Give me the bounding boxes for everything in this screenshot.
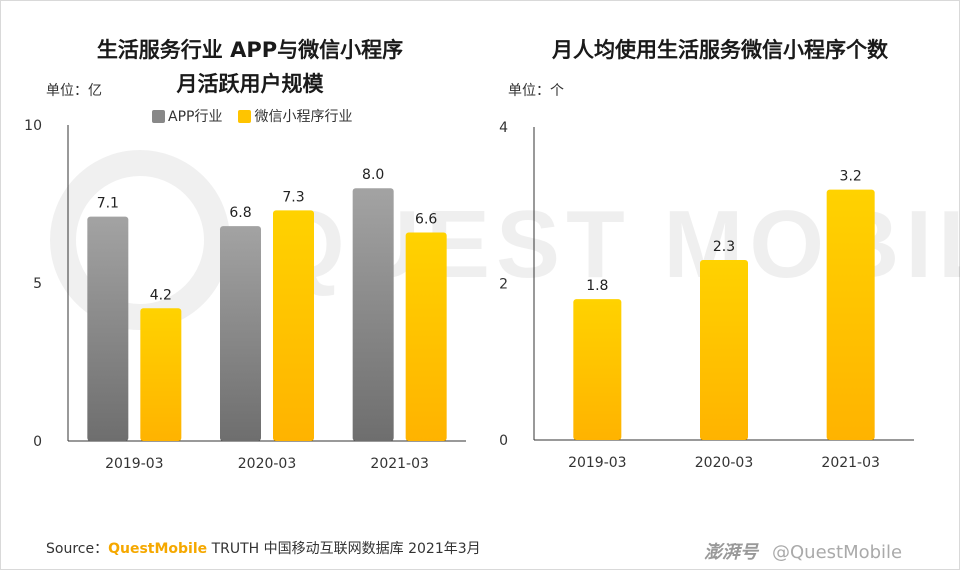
data-label: 6.8 [229,205,251,221]
chart2-y-tick: 2 [499,277,508,293]
credit: 澎湃号 @QuestMobile [704,538,902,564]
chart2-x-tick: 2021-03 [821,455,880,471]
bar-miniprogram-2020-03 [700,260,748,440]
legend-item-miniprogram: 微信小程序行业 [238,106,352,126]
legend-item-app: APP行业 [152,106,222,126]
bar-miniprogram-2021-03 [826,189,875,440]
bar-miniprogram-2021-03 [405,232,447,441]
chart1-x-tick: 2019-03 [105,456,164,472]
chart1-unit-label: 单位：亿 [46,83,102,99]
bar-app-2019-03 [87,216,129,441]
bar-app-2021-03 [352,188,394,441]
bar-miniprogram-2019-03 [140,308,182,441]
chart2-y-tick: 4 [499,120,508,136]
chart1-title-line1: 生活服务行业 APP与微信小程序 [96,38,404,62]
data-label: 8.0 [362,167,384,183]
chart2-unit-label: 单位：个 [508,83,564,99]
legend-label-app: APP行业 [168,109,223,125]
chart1-x-tick: 2020-03 [238,456,297,472]
bar-miniprogram-2019-03 [573,299,622,440]
data-label: 1.8 [586,278,608,294]
chart2-x-tick: 2020-03 [695,455,754,471]
chart1-y-tick: 0 [33,434,42,450]
chart1-y-tick: 10 [24,118,42,134]
data-label: 6.6 [415,211,437,227]
chart1-y-tick: 5 [33,276,42,292]
data-label: 4.2 [150,287,172,303]
data-label: 7.1 [97,196,119,212]
source-prefix: Source： [46,541,109,557]
data-label: 7.3 [282,189,304,205]
source-rest: TRUTH 中国移动互联网数据库 2021年3月 [207,541,481,557]
data-label: 3.2 [840,169,862,185]
chart1-title-line2: 月活跃用户规模 [176,72,324,96]
chart1-legend: APP行业 微信小程序行业 [152,106,368,126]
bar-app-2020-03 [220,226,261,441]
chart1-title: 生活服务行业 APP与微信小程序 月活跃用户规模 [70,33,430,101]
legend-label-miniprogram: 微信小程序行业 [254,109,353,125]
source-brand: QuestMobile [108,541,208,557]
legend-swatch-gray [152,109,165,123]
credit-handle: @QuestMobile [772,542,903,563]
bar-miniprogram-2020-03 [273,210,314,441]
chart1-x-tick: 2021-03 [370,456,429,472]
data-label: 2.3 [713,239,735,255]
chart2-y-tick: 0 [499,433,508,449]
chart1-plot: 0 5 10 2019-03 7.1 4.2 2020-03 6.8 7.3 2021-03 8.0… [24,118,466,472]
chart2-title: 月人均使用生活服务微信小程序个数 [552,38,888,62]
legend-swatch-yellow [238,109,252,123]
chart2-x-tick: 2019-03 [568,455,627,471]
chart2-plot: 0 2 4 2019-03 1.8 2020-03 2.3 2021-03 3.2 [499,120,914,471]
source-note: Source：QuestMobile TRUTH 中国移动互联网数据库 2021… [46,538,481,558]
platform-logo: 澎湃号 [704,542,758,563]
